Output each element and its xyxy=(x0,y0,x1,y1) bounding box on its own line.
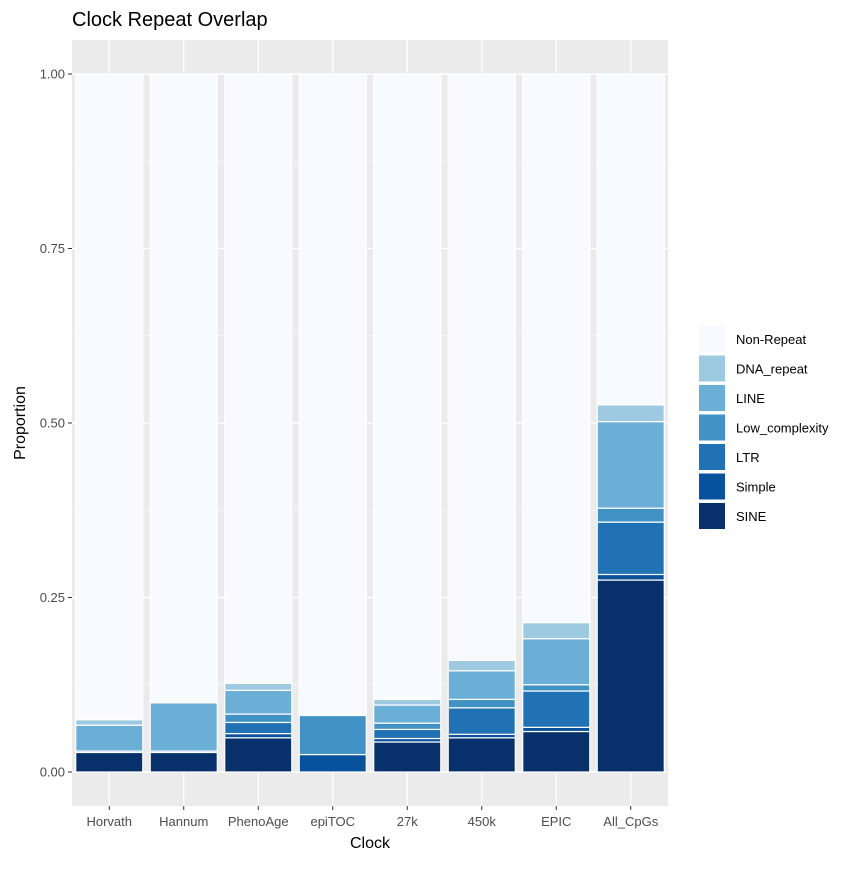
legend-key xyxy=(699,355,725,382)
bar-segment-hannum-sine xyxy=(149,751,218,773)
bar-segment-epic-dna-repeat xyxy=(522,622,591,640)
legend-label: Low_complexity xyxy=(736,421,829,436)
y-tick-label: 1.00 xyxy=(40,67,65,82)
y-tick-label: 0.75 xyxy=(40,241,65,256)
bar-segment-all-cpgs-ltr xyxy=(596,521,665,576)
y-axis-title: Proportion xyxy=(12,386,29,460)
bar-segment-horvath-sine xyxy=(75,751,144,773)
y-tick-label: 0.00 xyxy=(40,765,65,780)
x-tick-label: Horvath xyxy=(86,814,132,829)
bar-segment-all-cpgs-sine xyxy=(596,579,665,773)
legend-label: DNA_repeat xyxy=(736,362,808,377)
bar-segment-epic-low-complexity xyxy=(522,684,591,692)
legend-key xyxy=(699,326,725,352)
bar-segment-450k-ltr xyxy=(447,707,516,735)
bar-segment-450k-dna-repeat xyxy=(447,659,516,672)
bar-segment-horvath-dna-repeat xyxy=(75,719,144,726)
chart-title: Clock Repeat Overlap xyxy=(72,9,268,31)
bar-segment-27k-low-complexity xyxy=(373,722,442,731)
bar-segment-phenoage-simple xyxy=(224,733,293,739)
bar-segment-epitoc-non-repeat xyxy=(298,73,367,717)
bar-segment-450k-low-complexity xyxy=(447,698,516,709)
y-axis: 0.00 0.25 0.50 0.75 1.00 xyxy=(40,67,72,780)
bar-segment-450k-sine xyxy=(447,737,516,773)
legend-label: Non-Repeat xyxy=(736,332,806,347)
bar-segment-epitoc-low-complexity xyxy=(298,714,367,756)
bars xyxy=(75,73,665,773)
x-tick-label: epiTOC xyxy=(310,814,355,829)
legend-key xyxy=(699,414,725,441)
legend-key xyxy=(699,503,725,529)
bar-segment-epic-ltr xyxy=(522,690,591,728)
bar-segment-phenoage-line xyxy=(224,689,293,715)
bar-segment-27k-non-repeat xyxy=(373,73,442,701)
x-tick-label: PhenoAge xyxy=(228,814,289,829)
x-axis-title: Clock xyxy=(350,835,391,852)
legend-key xyxy=(699,444,725,470)
legend: Non-Repeat DNA_repeat LINE Low_complexity LT… xyxy=(699,326,829,529)
bar-segment-450k-non-repeat xyxy=(447,73,516,661)
legend-key xyxy=(699,473,725,500)
bar-segment-phenoage-low-complexity xyxy=(224,713,293,724)
bar-segment-all-cpgs-line xyxy=(596,421,665,509)
bar-segment-phenoage-non-repeat xyxy=(224,73,293,684)
legend-label: LINE xyxy=(736,391,765,406)
bar-segment-epitoc-simple xyxy=(298,753,367,773)
legend-label: Simple xyxy=(736,480,776,495)
bar-segment-epic-sine xyxy=(522,730,591,773)
bar-segment-all-cpgs-non-repeat xyxy=(596,73,665,406)
bar-segment-phenoage-sine xyxy=(224,737,293,773)
bar-segment-phenoage-ltr xyxy=(224,721,293,735)
bar-segment-horvath-line xyxy=(75,724,144,752)
bar-segment-27k-ltr xyxy=(373,728,442,740)
y-tick-label: 0.50 xyxy=(40,416,65,431)
bar-segment-all-cpgs-simple xyxy=(596,573,665,581)
x-axis: Horvath Hannum PhenoAge epiTOC 27k 450k EPIC Al… xyxy=(86,806,659,829)
y-tick-label: 0.25 xyxy=(40,590,65,605)
bar-segment-27k-sine xyxy=(373,741,442,773)
bar-segment-all-cpgs-low-complexity xyxy=(596,507,665,523)
bar-segment-all-cpgs-dna-repeat xyxy=(596,404,665,423)
bar-segment-epic-line xyxy=(522,638,591,686)
bar-segment-27k-line xyxy=(373,704,442,724)
x-tick-label: 450k xyxy=(468,814,497,829)
bar-segment-hannum-non-repeat xyxy=(149,73,218,703)
bar-segment-horvath-non-repeat xyxy=(75,73,144,721)
x-tick-label: 27k xyxy=(397,814,418,829)
bar-segment-27k-dna-repeat xyxy=(373,698,442,706)
bar-segment-450k-line xyxy=(447,670,516,701)
x-tick-label: All_CpGs xyxy=(603,814,658,829)
legend-label: SINE xyxy=(736,509,767,524)
bar-segment-epic-non-repeat xyxy=(522,73,591,624)
x-tick-label: Hannum xyxy=(159,814,208,829)
bar-segment-hannum-line xyxy=(149,702,218,752)
bar-segment-phenoage-dna-repeat xyxy=(224,682,293,691)
legend-label: LTR xyxy=(736,450,760,465)
bar-segment-epic-simple xyxy=(522,726,591,733)
legend-key xyxy=(699,385,725,411)
x-tick-label: EPIC xyxy=(541,814,571,829)
